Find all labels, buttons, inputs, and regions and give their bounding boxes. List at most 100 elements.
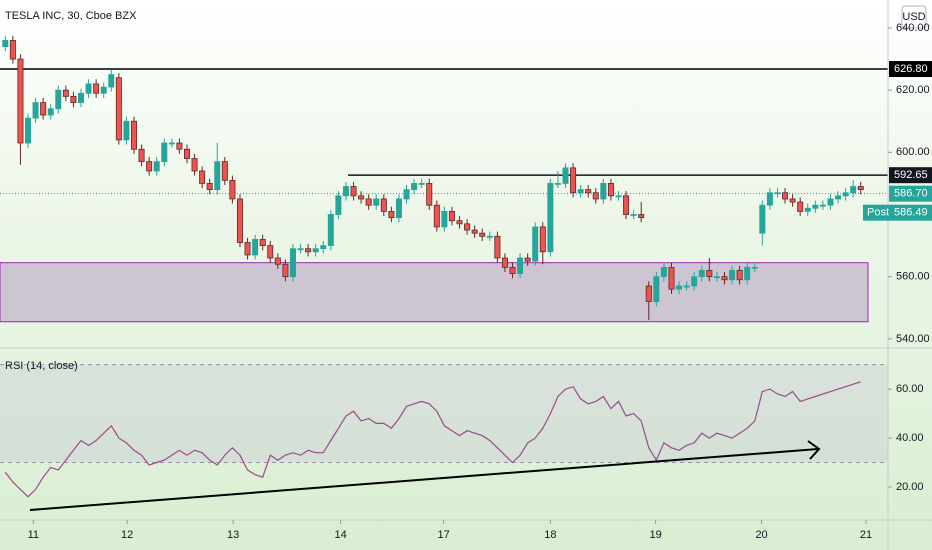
candle-body bbox=[842, 192, 849, 197]
candle-body bbox=[426, 183, 433, 206]
candle-body bbox=[70, 95, 77, 103]
x-tick-label: 12 bbox=[121, 529, 133, 541]
candle-body bbox=[214, 161, 221, 191]
candle-body bbox=[221, 161, 228, 181]
y-tick-label: 60.00 bbox=[896, 383, 924, 395]
candle-body bbox=[607, 183, 614, 197]
candle-body bbox=[751, 266, 758, 269]
currency: USD bbox=[902, 11, 925, 23]
candle-body bbox=[501, 257, 508, 268]
candle-body bbox=[827, 198, 834, 206]
y-tick-label: 560.00 bbox=[896, 271, 930, 283]
candle-body bbox=[645, 285, 652, 302]
y-tick-label: 540.00 bbox=[896, 333, 930, 345]
candle-body bbox=[713, 276, 720, 279]
candle-body bbox=[683, 285, 690, 288]
candle-body bbox=[448, 210, 455, 222]
level-label-box bbox=[889, 61, 932, 78]
candle-body bbox=[206, 183, 213, 191]
candle-body bbox=[305, 248, 312, 253]
candle-body bbox=[138, 148, 145, 163]
candle-body bbox=[532, 226, 539, 262]
last-price-label: 586.70 bbox=[894, 188, 928, 200]
candle-body bbox=[9, 40, 16, 60]
candle-body bbox=[797, 201, 804, 212]
x-tick-label: 17 bbox=[437, 529, 449, 541]
candle-body bbox=[524, 257, 531, 262]
level-label: 592.65 bbox=[894, 169, 928, 181]
candle-body bbox=[850, 186, 857, 194]
candle-body bbox=[835, 195, 842, 200]
candle-body bbox=[456, 220, 463, 225]
candle-body bbox=[115, 77, 122, 141]
candle-body bbox=[691, 276, 698, 287]
candle-body bbox=[40, 102, 47, 116]
candle-body bbox=[547, 183, 554, 253]
candle-body bbox=[744, 266, 751, 281]
candle-body bbox=[554, 183, 561, 185]
candle-body bbox=[85, 83, 92, 94]
candle-body bbox=[729, 270, 736, 281]
candle-body bbox=[282, 263, 289, 278]
candle-body bbox=[721, 276, 728, 281]
y-tick-label: 40.00 bbox=[896, 432, 924, 444]
rsi-line bbox=[4, 381, 861, 498]
candle-body bbox=[100, 86, 107, 94]
zone bbox=[0, 262, 869, 323]
candle-body bbox=[623, 195, 630, 215]
candle-body bbox=[411, 183, 418, 191]
post-box bbox=[863, 204, 932, 221]
candle-body bbox=[123, 120, 130, 141]
candle-body bbox=[418, 183, 425, 185]
candle-body bbox=[327, 214, 334, 246]
x-tick-label: 13 bbox=[227, 529, 239, 541]
candle-body bbox=[358, 195, 365, 200]
candle-body bbox=[812, 204, 819, 209]
candle-body bbox=[365, 198, 372, 206]
y-tick-label: 620.00 bbox=[896, 84, 930, 96]
indicator-title: RSI (14, close) bbox=[5, 360, 78, 372]
candle-body bbox=[638, 214, 645, 219]
candle-body bbox=[804, 207, 811, 212]
candle-body bbox=[289, 248, 296, 278]
candle-body bbox=[600, 183, 607, 200]
candle-body bbox=[342, 186, 349, 197]
candle-body bbox=[486, 235, 493, 238]
x-tick-label: 19 bbox=[649, 529, 661, 541]
candle-body bbox=[55, 89, 62, 110]
candle-body bbox=[236, 198, 243, 243]
candle-body bbox=[433, 204, 440, 228]
candle-body bbox=[47, 108, 54, 116]
candle-body bbox=[774, 192, 781, 195]
candle-body bbox=[229, 179, 236, 200]
trend-arrow bbox=[29, 448, 819, 511]
chart-title: TESLA INC, 30, Cboe BZX bbox=[5, 10, 137, 22]
candle-body bbox=[108, 74, 115, 88]
candle-body bbox=[62, 89, 69, 97]
candle-body bbox=[259, 238, 266, 246]
candle-body bbox=[380, 198, 387, 212]
candle-body bbox=[25, 117, 32, 144]
candle-body bbox=[660, 266, 667, 278]
arrow-head bbox=[807, 440, 821, 460]
candle-body bbox=[819, 204, 826, 207]
candle-body bbox=[517, 257, 524, 274]
level-label: 626.80 bbox=[894, 63, 928, 75]
post-name: Post bbox=[867, 207, 889, 219]
candle-body bbox=[562, 167, 569, 184]
candle-body bbox=[585, 189, 592, 194]
candle-body bbox=[244, 242, 251, 256]
rsi-band bbox=[0, 364, 888, 463]
candle-body bbox=[199, 170, 206, 184]
candle-body bbox=[509, 266, 516, 274]
candle-body bbox=[168, 142, 175, 145]
candle-body bbox=[403, 189, 410, 200]
candle-body bbox=[350, 186, 357, 197]
candle-body bbox=[2, 40, 9, 48]
currency-box[interactable] bbox=[901, 5, 927, 29]
candle-body bbox=[267, 245, 274, 259]
plot-layer bbox=[0, 35, 888, 498]
candle-body bbox=[32, 102, 39, 119]
candle-body bbox=[17, 58, 24, 144]
candle-body bbox=[464, 223, 471, 231]
